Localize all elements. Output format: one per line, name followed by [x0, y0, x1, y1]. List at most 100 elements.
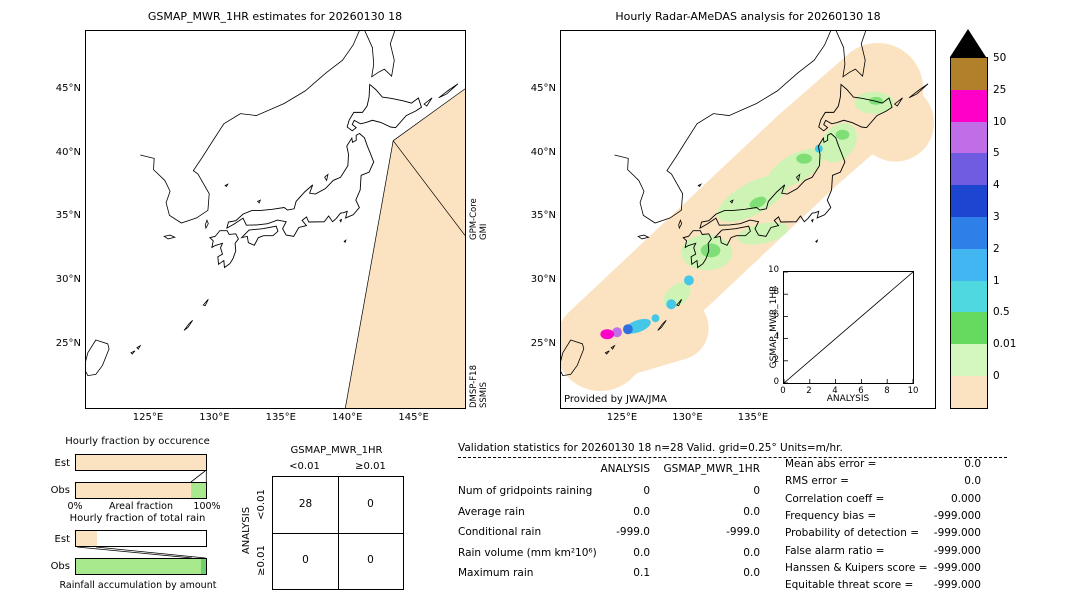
colorbar-segment: 3 [951, 211, 1000, 249]
scatter-inset [783, 271, 914, 384]
contingency-hline [273, 533, 403, 534]
colorbar-tick-label: 10 [993, 115, 1007, 128]
colorbar-tick-label: 3 [993, 210, 1000, 223]
amount-chart-title: Hourly fraction of total rain [69, 513, 206, 524]
occurrence-est-label: Est [54, 458, 70, 469]
score-row: RMS error = 0.0 [785, 475, 981, 488]
credit-text: Provided by JWA/JMA [564, 394, 667, 405]
stats-analysis-value: 0.0 [633, 546, 650, 559]
swath-label-line: DMSP-F18 [469, 365, 479, 408]
score-label: Hanssen & Kuipers score = [785, 561, 928, 574]
score-row: False alarm ratio = -999.000 [785, 545, 981, 558]
contingency-cell: 0 [367, 498, 374, 510]
score-label: False alarm ratio = [785, 544, 885, 557]
stats-analysis-value: -999.0 [616, 526, 650, 538]
lon-tick-label: 130°E [672, 412, 703, 423]
right-map-canvas [561, 31, 935, 392]
lat-tick-label: 45°N [55, 83, 81, 94]
score-label: Correlation coeff = [785, 492, 885, 505]
inset-y-tick-label: 0 [773, 377, 779, 387]
lat-tick-label: 25°N [55, 337, 81, 349]
inset-y-axis-label: GSMAP_MWR_1HR [769, 285, 779, 369]
colorbar-tick-label: 0.01 [993, 338, 1017, 351]
lon-tick-label: 140°E [331, 412, 363, 423]
score-row: Equitable threat score = -999.000 [785, 579, 981, 592]
score-label: Equitable threat score = [785, 579, 914, 592]
stats-row-label: Rain volume (mm km²10⁶) [458, 546, 597, 559]
occurrence-axis-label: Areal fraction [108, 501, 173, 512]
inset-x-tick-label: 8 [884, 386, 890, 396]
occurrence-axis-max: 100% [193, 501, 221, 512]
scatter-inset-canvas [784, 272, 913, 383]
stats-gsmap-value: 0.0 [743, 567, 760, 579]
inset-y-tick-label: 10 [768, 265, 779, 275]
amount-obs-bar [75, 558, 207, 575]
amount-obs-heavy-segment [201, 559, 206, 574]
score-label: RMS error = [785, 475, 849, 488]
score-row: Mean abs error = 0.0 [785, 458, 981, 471]
stats-gsmap-value: -999.0 [726, 526, 760, 538]
lon-tick-label: 135°E [737, 412, 769, 423]
contingency-col-header: ≥0.01 [355, 461, 386, 472]
colorbar-tick-label: 50 [993, 52, 1007, 64]
inset-y-tick-label: 6 [773, 309, 779, 320]
contingency-col-header: <0.01 [289, 461, 320, 472]
stats-row: Average rain 0.0 0.0 [458, 506, 760, 520]
score-label: Probability of detection = [785, 527, 920, 540]
amount-est-segment [76, 531, 97, 546]
score-value: -999.000 [933, 544, 981, 557]
inset-y-tick-label: 2 [773, 354, 779, 365]
occurrence-axis-min: 0% [67, 501, 83, 512]
occurrence-obs-bar [75, 482, 207, 499]
inset-x-tick-label: 6 [858, 386, 864, 396]
colorbar-tick-label: 0 [993, 369, 1000, 382]
colorbar-tick-label: 5 [993, 147, 1000, 160]
colorbar-segment: 25 [951, 84, 1006, 122]
score-value: -999.000 [933, 579, 981, 592]
colorbar-segment: 0 [951, 370, 1000, 408]
inset-y-tick-label: 8 [773, 287, 779, 298]
satellite-swath-fill [344, 88, 465, 408]
lat-tick-label: 45°N [530, 83, 556, 94]
colorbar-overflow-triangle [950, 29, 986, 57]
score-row: Frequency bias = -999.000 [785, 510, 981, 523]
colorbar-tick-label: 0.5 [993, 306, 1010, 319]
lat-tick-label: 25°N [530, 337, 556, 349]
score-value: -999.000 [933, 561, 981, 574]
inset-x-tick-label: 2 [806, 386, 812, 396]
stats-analysis-value: 0.1 [633, 567, 650, 579]
score-value: 0.0 [964, 458, 981, 470]
contingency-table: 28 0 0 0 [272, 476, 404, 590]
colorbar-segment: 5 [951, 147, 1000, 186]
lat-tick-label: 35°N [530, 210, 556, 222]
occurrence-obs-rain-segment [191, 483, 206, 498]
occurrence-chart-title: Hourly fraction by occurence [65, 436, 210, 447]
score-row: Probability of detection = -999.000 [785, 527, 981, 540]
lon-tick-label: 125°E [132, 412, 164, 423]
lat-tick-label: 40°N [530, 146, 556, 158]
stats-col-gsmap: GSMAP_MWR_1HR [663, 463, 760, 475]
stats-header: Validation statistics for 20260130 18 n=… [458, 442, 843, 454]
colorbar-tick-label: 4 [993, 179, 1000, 192]
identity-line [784, 272, 913, 383]
stats-row: Conditional rain -999.0 -999.0 [458, 526, 760, 540]
contingency-cell: 0 [302, 554, 309, 566]
swath-label-line: SSMIS [479, 381, 489, 408]
colorbar-tick-label: 1 [993, 274, 1000, 287]
amount-obs-label: Obs [50, 561, 70, 572]
stats-row-label: Num of gridpoints raining [458, 485, 593, 497]
inset-x-axis-label: ANALYSIS [826, 394, 870, 404]
stats-row-label: Maximum rain [458, 567, 534, 579]
colorbar-tick-label: 2 [993, 242, 1000, 255]
lat-tick-label: 35°N [55, 210, 81, 222]
colorbar: 50 25 10 5 4 3 2 1 0.5 0.01 0 [950, 52, 1016, 409]
colorbar-segment: 10 [951, 116, 1006, 154]
stats-row: Maximum rain 0.1 0.0 [458, 567, 760, 581]
japan-coastline [86, 31, 458, 376]
left-map [85, 30, 466, 409]
lon-tick-label: 125°E [606, 412, 638, 423]
amount-connector-lines [76, 547, 206, 558]
swath-label-dmsp-ssmis: DMSP-F18 SSMIS [469, 365, 489, 408]
left-map-canvas [86, 31, 465, 408]
